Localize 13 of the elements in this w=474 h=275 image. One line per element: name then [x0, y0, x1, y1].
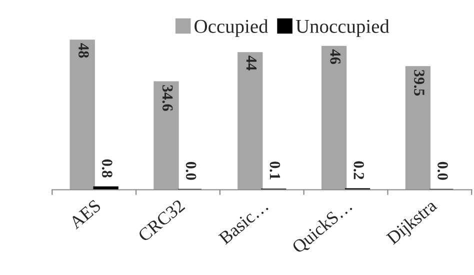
- data-label: 0.1: [270, 162, 280, 180]
- data-label: 39.5: [414, 70, 424, 96]
- data-label: 0.0: [186, 162, 196, 180]
- data-label: 44: [246, 56, 257, 70]
- data-label: 34.6: [162, 85, 173, 111]
- x-tick-label: AES: [68, 199, 102, 230]
- data-label: 0.8: [102, 159, 112, 178]
- legend-label: Unoccupied: [296, 19, 390, 37]
- data-label: 0.2: [354, 161, 364, 180]
- legend-label: Occupied: [194, 19, 268, 37]
- data-label: 0.0: [438, 162, 448, 180]
- data-label: 46: [330, 49, 340, 64]
- data-label: 48: [78, 43, 89, 58]
